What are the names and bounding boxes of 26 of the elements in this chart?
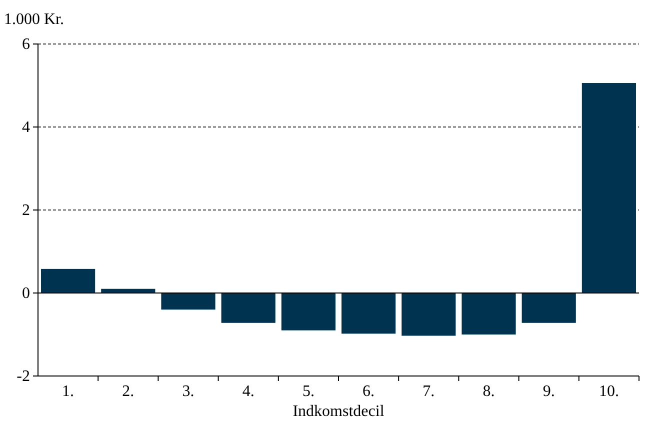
bar [161,293,216,310]
y-tick-label: -2 [16,368,30,386]
bar [41,268,96,293]
bar [342,293,396,334]
y-tick-label: 0 [22,285,30,302]
bar [462,293,516,334]
bar [522,293,576,323]
x-tick-label: 10. [598,383,619,400]
y-tick-label: 6 [22,36,30,54]
x-tick-label: 8. [482,383,495,400]
x-tick-label: 7. [422,383,435,400]
bar [281,293,336,330]
x-tick-label: 9. [542,383,555,400]
x-tick-label: 5. [302,383,314,400]
x-tick-label: 6. [362,383,375,400]
y-tick-label: 4 [22,119,30,136]
y-tick-label: 2 [22,202,30,220]
y-axis-title: 1.000 Kr. [4,11,64,28]
x-axis-title: Indkomstdecil [292,403,385,420]
x-tick-label: 1. [62,383,74,400]
bar [582,83,636,293]
x-tick-label: 4. [242,383,254,400]
x-tick-label: 3. [182,383,194,400]
bar [221,293,276,323]
bar [402,293,456,336]
x-tick-label: 2. [122,383,134,400]
